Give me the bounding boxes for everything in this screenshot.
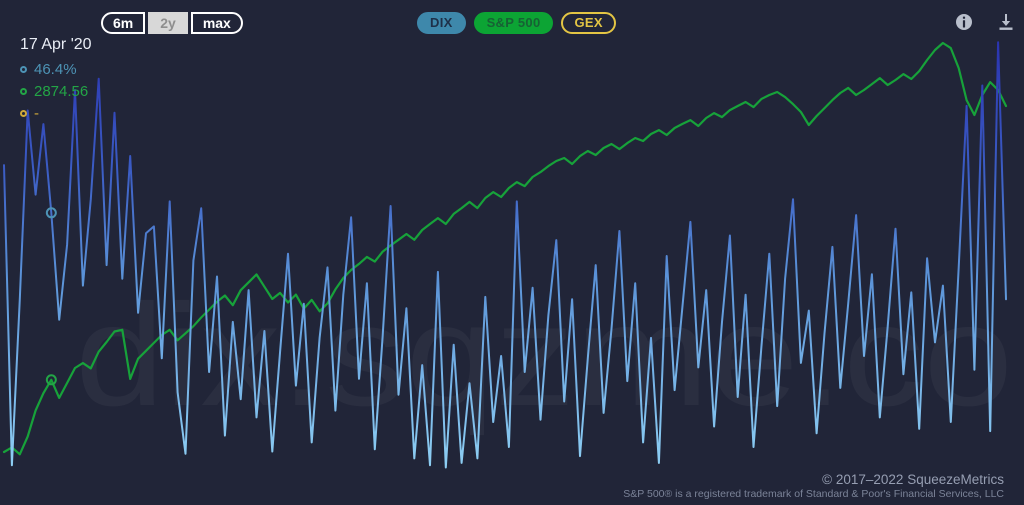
dix-line — [3, 41, 1007, 469]
dix-value: 46.4% — [34, 60, 77, 78]
series-toggle-sp500[interactable]: S&P 500 — [473, 12, 554, 34]
legend-item-gex: - — [20, 102, 92, 124]
series-toggle-gex[interactable]: GEX — [561, 12, 616, 34]
sp500-value: 2874.56 — [34, 82, 89, 100]
trademark-notice: S&P 500® is a registered trademark of St… — [623, 488, 1004, 500]
legend-item-sp500: 2874.56 — [20, 80, 92, 102]
spx-selected-marker — [45, 374, 57, 386]
download-icon[interactable] — [996, 12, 1016, 32]
range-button-6m[interactable]: 6m — [101, 12, 146, 34]
sp500-ring-icon — [20, 87, 27, 95]
range-button-max[interactable]: max — [190, 12, 243, 34]
series-toggle-group: DIX S&P 500 GEX — [417, 12, 616, 34]
dix-ring-icon — [20, 65, 27, 73]
top-icon-group — [954, 12, 1016, 32]
legend: 17 Apr '20 46.4% 2874.56 - — [20, 36, 92, 124]
gex-ring-icon — [20, 109, 27, 117]
range-button-group: 6m 2y max — [101, 12, 243, 34]
spx-line — [2, 41, 1008, 456]
footer: © 2017–2022 SqueezeMetrics S&P 500® is a… — [623, 472, 1004, 500]
legend-item-dix: 46.4% — [20, 58, 92, 80]
dix-selected-marker — [45, 207, 57, 219]
range-button-2y[interactable]: 2y — [148, 12, 188, 34]
info-icon[interactable] — [954, 12, 974, 32]
gex-value: - — [34, 104, 39, 122]
series-toggle-dix[interactable]: DIX — [417, 12, 466, 34]
copyright: © 2017–2022 SqueezeMetrics — [822, 472, 1004, 487]
selected-date: 17 Apr '20 — [20, 36, 92, 53]
